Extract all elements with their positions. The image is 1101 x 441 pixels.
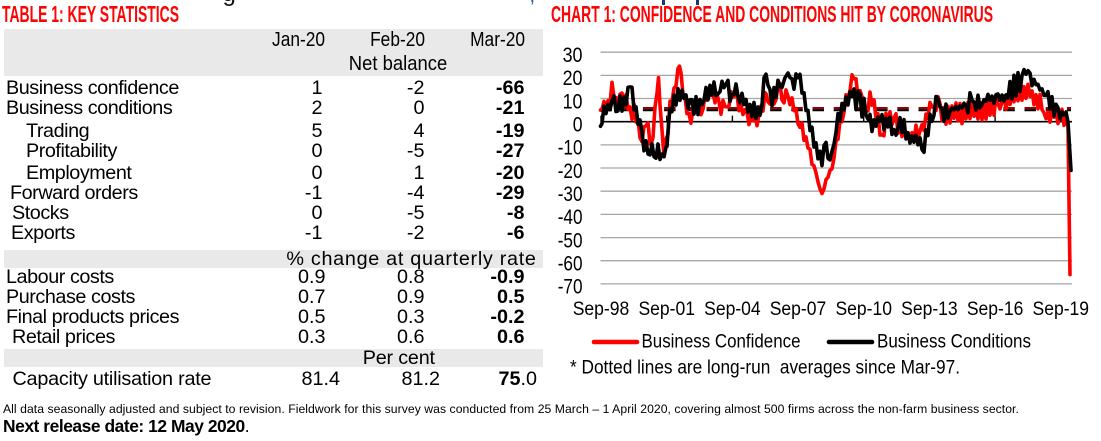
svg-text:Sep-13: Sep-13 [901, 299, 958, 320]
svg-text:-40: -40 [558, 205, 583, 229]
svg-text:* Dotted lines are long-run a: * Dotted lines are long-run averages sin… [570, 358, 960, 379]
svg-text:-20: -20 [558, 159, 583, 183]
svg-text:10: 10 [563, 89, 583, 113]
svg-text:Sep-01: Sep-01 [638, 299, 695, 320]
svg-text:-60: -60 [558, 252, 583, 276]
svg-text:Business Confidence: Business Confidence [642, 332, 801, 353]
svg-text:Sep-19: Sep-19 [1033, 299, 1090, 320]
svg-text:0: 0 [573, 113, 583, 137]
svg-text:Sep-04: Sep-04 [704, 299, 761, 320]
svg-text:-70: -70 [558, 275, 583, 299]
svg-text:-50: -50 [558, 228, 583, 252]
svg-text:20: 20 [563, 66, 583, 90]
svg-text:Sep-98: Sep-98 [573, 299, 630, 320]
svg-text:-30: -30 [558, 182, 583, 206]
svg-text:Sep-07: Sep-07 [770, 299, 827, 320]
svg-text:30: 30 [563, 43, 583, 67]
svg-text:Sep-10: Sep-10 [835, 299, 892, 320]
svg-text:Sep-16: Sep-16 [967, 299, 1024, 320]
svg-text:Business Conditions: Business Conditions [877, 332, 1031, 353]
svg-text:-10: -10 [558, 136, 583, 160]
